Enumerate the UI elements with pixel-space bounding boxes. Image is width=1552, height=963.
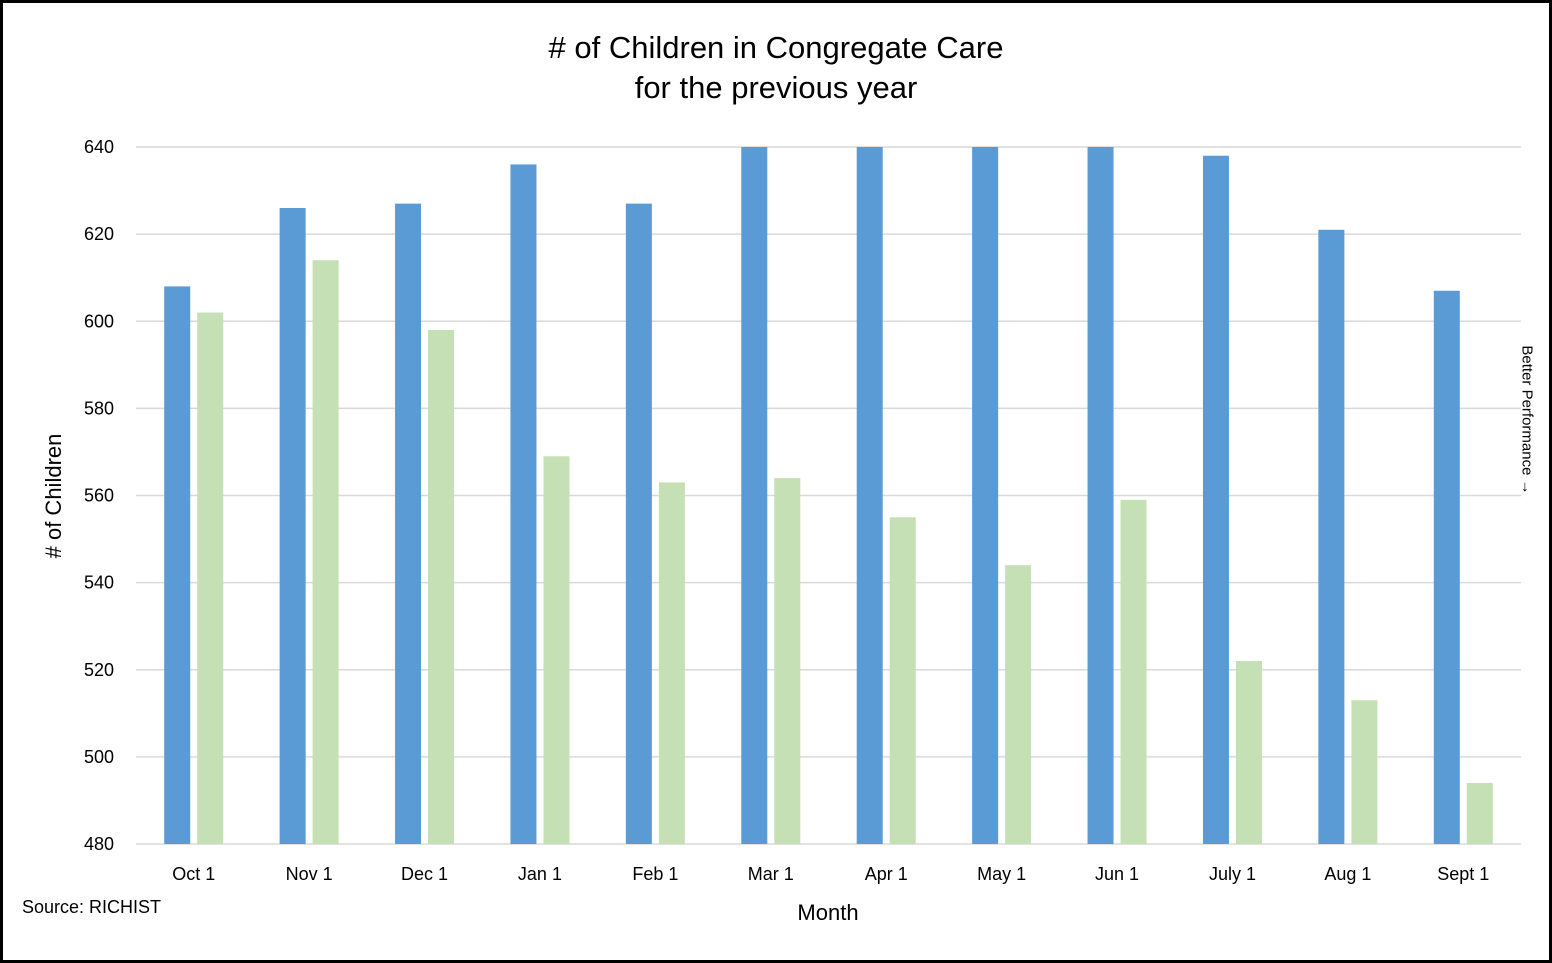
x-tick-label: Apr 1 (865, 864, 908, 884)
y-tick-label: 480 (84, 834, 114, 854)
x-tick-label: Jun 1 (1095, 864, 1139, 884)
chart-title-line1: # of Children in Congregate Care (548, 30, 1004, 65)
x-tick-label: Nov 1 (286, 864, 333, 884)
gridlines (136, 146, 1521, 845)
y-tick-label: 520 (84, 660, 114, 680)
x-tick-label: Sept 1 (1437, 864, 1489, 884)
y-axis-label: # of Children (41, 433, 66, 559)
x-tick-label: Feb 1 (632, 864, 678, 884)
x-tick-label: Mar 1 (748, 864, 794, 884)
chart-title-line2: for the previous year (634, 70, 918, 105)
y-tick-label: 600 (84, 311, 114, 331)
bar-series-2 (774, 478, 801, 844)
y-axis-ticks: 480 500 520 540 560 580 600 620 640 (84, 137, 114, 854)
y-tick-label: 500 (84, 747, 114, 767)
bar-series-1 (1202, 155, 1229, 844)
bar-series-1 (972, 147, 999, 844)
bar-series-1 (856, 147, 883, 844)
better-performance-note: Better Performance → (1518, 345, 1536, 495)
bar-series-2 (197, 312, 224, 845)
x-tick-label: Aug 1 (1324, 864, 1371, 884)
bar-series-1 (741, 147, 768, 844)
x-axis-ticks: Oct 1 Nov 1 Dec 1 Jan 1 Feb 1 Mar 1 Apr 1 May 1… (172, 864, 1489, 884)
bar-series-1 (1433, 290, 1460, 845)
bar-series-2 (1120, 499, 1147, 844)
y-tick-label: 640 (84, 137, 114, 157)
x-tick-label: Oct 1 (172, 864, 215, 884)
x-tick-label: July 1 (1209, 864, 1256, 884)
y-tick-label: 620 (84, 224, 114, 244)
x-tick-label: May 1 (977, 864, 1026, 884)
bar-series-2 (889, 517, 916, 844)
bar-series-1 (1318, 229, 1345, 845)
bars (164, 147, 1493, 845)
x-tick-label: Dec 1 (401, 864, 448, 884)
y-tick-label: 560 (84, 486, 114, 506)
bar-series-1 (395, 203, 422, 845)
bar-series-1 (279, 207, 306, 845)
bar-series-2 (428, 329, 455, 844)
bar-series-1 (1087, 147, 1114, 844)
bar-series-2 (1466, 783, 1493, 844)
x-axis-label: Month (797, 900, 859, 925)
bar-series-2 (1351, 700, 1378, 844)
bar-series-2 (312, 260, 339, 844)
bar-series-2 (1235, 661, 1262, 844)
bar-series-2 (543, 456, 570, 844)
bar-series-1 (164, 286, 191, 844)
y-tick-label: 540 (84, 573, 114, 593)
bar-series-2 (1005, 565, 1032, 844)
x-tick-label: Jan 1 (518, 864, 562, 884)
bar-series-2 (658, 482, 685, 844)
bar-series-1 (625, 203, 652, 845)
chart-title: # of Children in Congregate Care for the… (0, 28, 1552, 108)
bar-series-1 (510, 164, 537, 845)
source-note: Source: RICHIST (22, 897, 162, 917)
y-tick-label: 580 (84, 398, 114, 418)
